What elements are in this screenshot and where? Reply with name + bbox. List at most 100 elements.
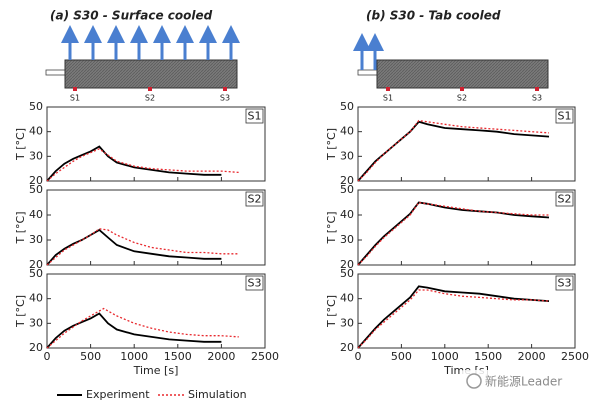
x-tick-label: 2500 [251, 350, 279, 363]
sensor [535, 87, 539, 91]
x-tick-label: 1000 [120, 350, 148, 363]
x-tick-label: 2500 [561, 350, 589, 363]
y-tick-label: 50 [29, 267, 43, 280]
y-tick-label: 30 [29, 316, 43, 329]
panel-label-box [555, 275, 574, 291]
panel-title: (a) S30 - Surface cooled [50, 9, 213, 23]
sensor [386, 87, 390, 91]
y-tick-label: 40 [29, 208, 43, 221]
x-tick-label: 1500 [164, 350, 192, 363]
series-line [357, 120, 550, 182]
y-tick-label: 40 [29, 125, 43, 138]
y-tick-label: 20 [29, 258, 43, 271]
watermark-icon [466, 373, 482, 389]
y-tick-label: 20 [29, 174, 43, 187]
x-tick-label: 0 [355, 350, 362, 363]
plot-frame [357, 189, 576, 266]
panel-label: S2 [248, 193, 262, 206]
sensor [460, 87, 464, 91]
series-line [46, 312, 222, 349]
y-axis-label: T [°C] [325, 128, 338, 161]
panel-label-box [245, 108, 264, 124]
x-tick-label: 500 [80, 350, 101, 363]
cell-block [64, 59, 238, 89]
y-tick-label: 20 [340, 258, 354, 271]
legend-label: Experiment [86, 388, 150, 401]
y-tick-label: 30 [29, 149, 43, 162]
plot-frame [357, 106, 576, 182]
series-line [46, 145, 222, 182]
series-line [357, 285, 550, 349]
series-line [46, 228, 222, 266]
y-tick-label: 30 [340, 149, 354, 162]
tab [357, 69, 378, 76]
watermark: 新能源Leader [485, 374, 562, 389]
plot-frame [357, 273, 576, 349]
plot-frame [46, 189, 266, 266]
y-tick-label: 40 [340, 208, 354, 221]
x-tick-label: 2000 [518, 350, 546, 363]
y-tick-label: 20 [29, 341, 43, 354]
legend: Experiment Simulation [57, 388, 247, 401]
y-tick-label: 40 [340, 292, 354, 305]
sensor-label: S3 [532, 94, 542, 103]
y-tick-label: 50 [29, 100, 43, 113]
y-tick-label: 20 [340, 341, 354, 354]
series-line [357, 119, 550, 182]
sensor-label: S1 [383, 94, 393, 103]
y-tick-label: 30 [29, 233, 43, 246]
y-tick-label: 30 [340, 233, 354, 246]
y-tick-label: 40 [29, 292, 43, 305]
y-tick-label: 30 [340, 316, 354, 329]
chart-panel: 20 30 40 50 T [°C] S2 [14, 183, 266, 271]
y-axis-label: T [°C] [14, 128, 27, 161]
cell-block [376, 59, 549, 89]
y-tick-label: 50 [340, 267, 354, 280]
y-tick-label: 20 [340, 174, 354, 187]
sensor-label: S2 [457, 94, 467, 103]
x-tick-label: 1500 [474, 350, 502, 363]
x-axis-label: Time [s] [133, 364, 179, 377]
panel-label: S1 [558, 110, 572, 123]
tab [45, 69, 66, 76]
panel-title: (b) S30 - Tab cooled [366, 9, 501, 23]
panel-label: S3 [248, 277, 262, 290]
y-tick-label: 40 [340, 125, 354, 138]
x-tick-label: 1000 [431, 350, 459, 363]
panel-label: S3 [558, 277, 572, 290]
sensor [73, 87, 77, 91]
chart-panel: 20 30 40 50 T [°C] S1 [325, 100, 576, 187]
panel-label-box [245, 191, 264, 207]
sensor-label: S2 [145, 94, 155, 103]
panel-label-box [245, 275, 264, 291]
sensor-label: S3 [220, 94, 230, 103]
y-axis-label: T [°C] [325, 212, 338, 245]
series-line [357, 289, 550, 349]
x-tick-label: 0 [44, 350, 51, 363]
y-tick-label: 50 [29, 183, 43, 196]
x-tick-label: 500 [391, 350, 412, 363]
panel-label: S2 [558, 193, 572, 206]
sensor [148, 87, 152, 91]
sensor-label: S1 [70, 94, 80, 103]
y-axis-label: T [°C] [325, 295, 338, 328]
panel-label: S1 [248, 110, 262, 123]
y-tick-label: 50 [340, 100, 354, 113]
y-tick-label: 50 [340, 183, 354, 196]
chart-panel: 20 30 40 50 T [°C] S1 [14, 100, 266, 187]
chart-panel: 20 30 40 50 T [°C] S2 [325, 183, 576, 271]
x-tick-label: 2000 [207, 350, 235, 363]
y-axis-label: T [°C] [14, 212, 27, 245]
y-axis-label: T [°C] [14, 295, 27, 328]
series-line [46, 228, 239, 266]
series-line [46, 148, 239, 182]
sensor [223, 87, 227, 91]
panel-label-box [555, 108, 574, 124]
legend-label: Simulation [188, 388, 247, 401]
plot-frame [46, 106, 266, 182]
watermark-bg [460, 370, 595, 392]
